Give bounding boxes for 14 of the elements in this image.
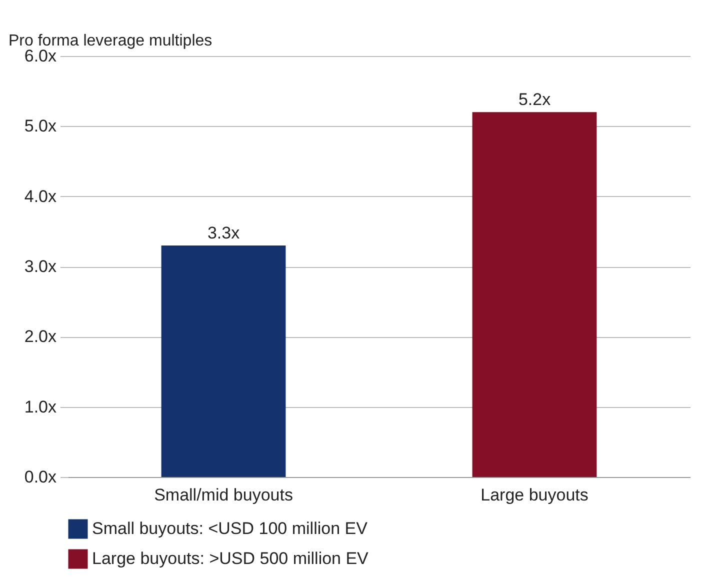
data-label: 5.2x <box>518 90 552 110</box>
x-tick-label: Small/mid buyouts <box>154 486 293 504</box>
y-axis-title: Pro forma leverage multiples <box>8 32 212 50</box>
data-label: 3.3x <box>207 223 240 242</box>
y-tick-label: 5.0x <box>24 116 57 136</box>
legend-label: Small buyouts: <USD 100 million EV <box>92 519 368 538</box>
y-tick-label: 4.0x <box>24 186 57 206</box>
legend-label: Large buyouts: >USD 500 million EV <box>92 549 370 568</box>
y-tick-label: 0.0x <box>24 468 57 486</box>
y-tick-label: 2.0x <box>24 327 57 346</box>
y-tick-label: 3.0x <box>24 257 57 276</box>
x-tick-label: Large buyouts <box>480 486 588 504</box>
y-tick-label: 1.0x <box>24 397 57 416</box>
y-tick-label: 6.0x <box>24 46 57 66</box>
